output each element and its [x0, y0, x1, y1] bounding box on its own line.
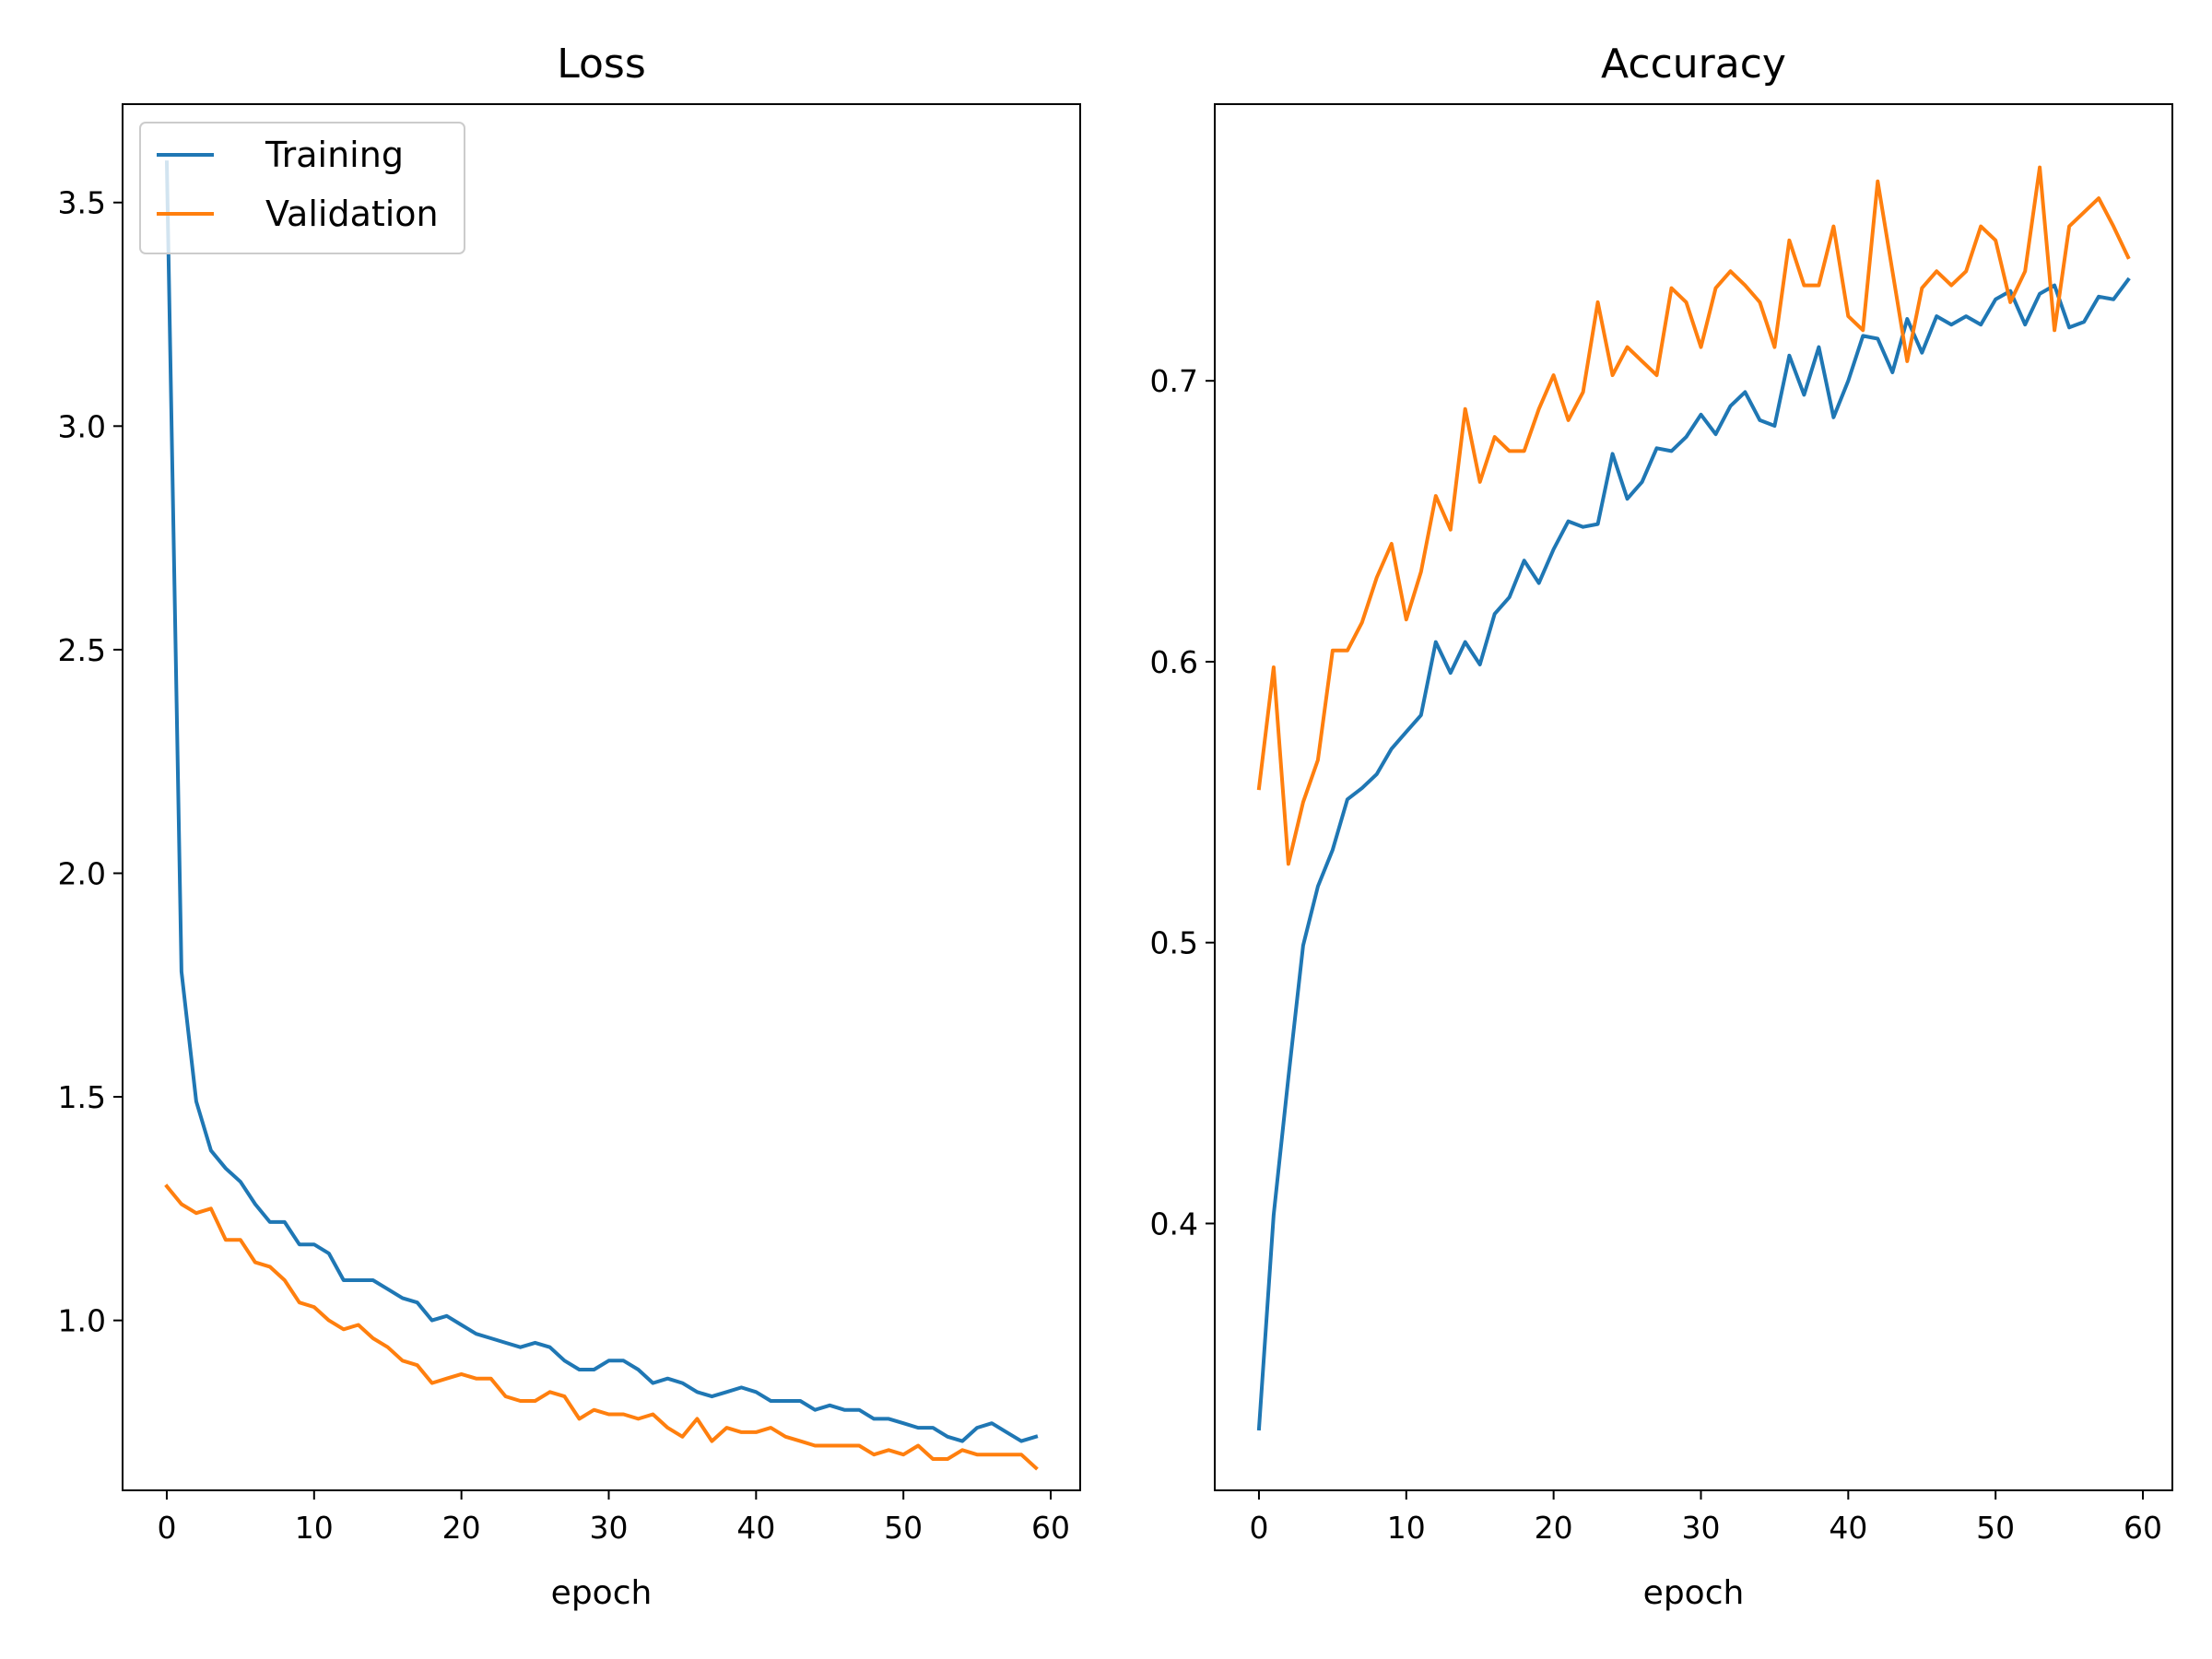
- accuracy-series-validation-line: [1256, 165, 2131, 866]
- loss-x-tick-label: 40: [736, 1510, 775, 1546]
- loss-x-tick-label: 20: [442, 1510, 481, 1546]
- loss-x-tick-label: 50: [884, 1510, 923, 1546]
- loss-y-tick-label: 1.0: [58, 1303, 106, 1339]
- legend: Training Validation: [139, 122, 465, 254]
- loss-x-tick-label: 0: [157, 1510, 176, 1546]
- loss-y-tick-label: 2.0: [58, 855, 106, 891]
- accuracy-y-tick-label: 0.7: [1150, 363, 1198, 399]
- legend-label-training: Training: [265, 135, 404, 175]
- loss-series-training-line: [164, 160, 1039, 1443]
- accuracy-y-tick-label: 0.5: [1150, 925, 1198, 961]
- accuracy-axes-frame: [1214, 103, 2173, 1491]
- loss-series-validation-line: [164, 1183, 1039, 1471]
- loss-y-tick-label: 1.5: [58, 1079, 106, 1115]
- accuracy-panel: Accuracy 0 10 20 30 40 50 60 0.4 0.5 0.6 0.7 epoch: [1150, 41, 2173, 1612]
- accuracy-series-training-line: [1256, 276, 2131, 1431]
- loss-x-tick-label: 10: [295, 1510, 334, 1546]
- accuracy-y-tick-label: 0.6: [1150, 644, 1198, 680]
- accuracy-x-tick-label: 30: [1681, 1510, 1720, 1546]
- loss-series: [164, 160, 1039, 1471]
- loss-y-tick-label: 2.5: [58, 632, 106, 668]
- loss-axes-frame: [122, 103, 1081, 1491]
- accuracy-series: [1256, 165, 2131, 1431]
- accuracy-x-tick-label: 20: [1535, 1510, 1573, 1546]
- accuracy-x-tick-label: 60: [2124, 1510, 2162, 1546]
- loss-panel: Loss 0 10 20 30 40 50 60 1.0 1.5 2.0 2.5 3.0 3.5 epo…: [58, 41, 1081, 1612]
- accuracy-title: Accuracy: [1601, 41, 1786, 88]
- loss-x-axis-label: epoch: [551, 1574, 653, 1612]
- legend-label-validation: Validation: [265, 194, 439, 234]
- loss-y-tick-label: 3.5: [58, 185, 106, 221]
- accuracy-x-tick-label: 10: [1387, 1510, 1426, 1546]
- loss-x-tick-label: 30: [589, 1510, 628, 1546]
- loss-x-tick-label: 60: [1031, 1510, 1070, 1546]
- accuracy-x-tick-label: 40: [1829, 1510, 1867, 1546]
- accuracy-x-tick-label: 0: [1249, 1510, 1268, 1546]
- loss-ticks: 0 10 20 30 40 50 60 1.0 1.5 2.0 2.5 3.0 3.5: [58, 185, 1071, 1546]
- accuracy-x-tick-label: 50: [1976, 1510, 2015, 1546]
- legend-box: [139, 122, 465, 254]
- loss-y-tick-label: 3.0: [58, 408, 106, 444]
- accuracy-y-tick-label: 0.4: [1150, 1206, 1198, 1241]
- accuracy-ticks: 0 10 20 30 40 50 60 0.4 0.5 0.6 0.7: [1150, 363, 2163, 1546]
- loss-title: Loss: [557, 41, 646, 88]
- accuracy-x-axis-label: epoch: [1643, 1574, 1745, 1612]
